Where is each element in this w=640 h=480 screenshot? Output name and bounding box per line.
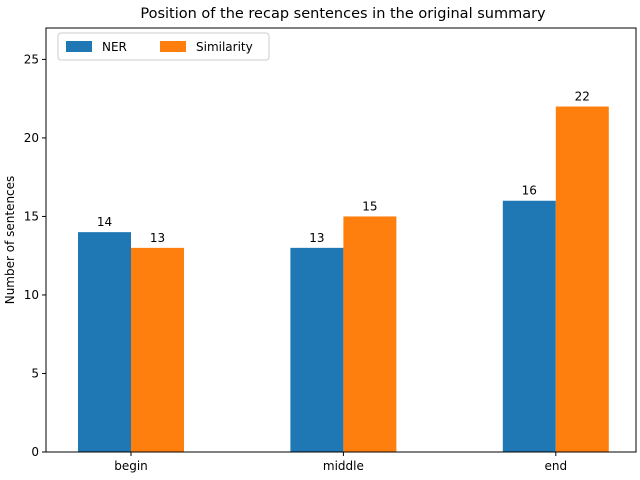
bars	[78, 106, 609, 452]
bar-ner-middle	[290, 247, 344, 452]
legend: NER Similarity	[57, 32, 270, 61]
data-labels: 14 13 16 13 15 22	[97, 90, 590, 245]
plot-frame	[45, 27, 637, 453]
legend-label-ner: NER	[102, 40, 127, 54]
x-tick-label-middle: middle	[323, 459, 364, 473]
y-tick-label: 15	[24, 209, 39, 223]
data-label-ner-end: 16	[522, 184, 537, 198]
bar-ner-end	[502, 200, 556, 452]
data-label-similarity-middle: 15	[362, 199, 377, 213]
bar-similarity-end	[555, 106, 609, 452]
data-label-similarity-end: 22	[575, 90, 590, 104]
axes: 0 5 10 15 20 25 begin middle end	[24, 27, 637, 473]
data-label-ner-middle: 13	[309, 231, 324, 245]
chart-title: Position of the recap sentences in the o…	[140, 6, 546, 22]
bar-ner-begin	[78, 232, 131, 452]
y-tick-label: 10	[24, 288, 39, 302]
bar-similarity-middle	[343, 216, 397, 452]
x-tick-label-end: end	[544, 459, 567, 473]
x-tick-label-begin: begin	[114, 459, 148, 473]
y-axis-title: Number of sentences	[3, 176, 17, 305]
legend-label-similarity: Similarity	[196, 40, 253, 54]
legend-swatch-ner	[66, 41, 92, 52]
y-tick-label: 20	[24, 131, 39, 145]
y-tick-label: 25	[24, 52, 39, 66]
y-tick-label: 0	[31, 445, 39, 459]
bar-similarity-begin	[131, 247, 184, 452]
data-label-similarity-begin: 13	[150, 231, 165, 245]
y-tick-label: 5	[31, 366, 39, 380]
data-label-ner-begin: 14	[97, 215, 112, 229]
legend-swatch-similarity	[160, 41, 186, 52]
